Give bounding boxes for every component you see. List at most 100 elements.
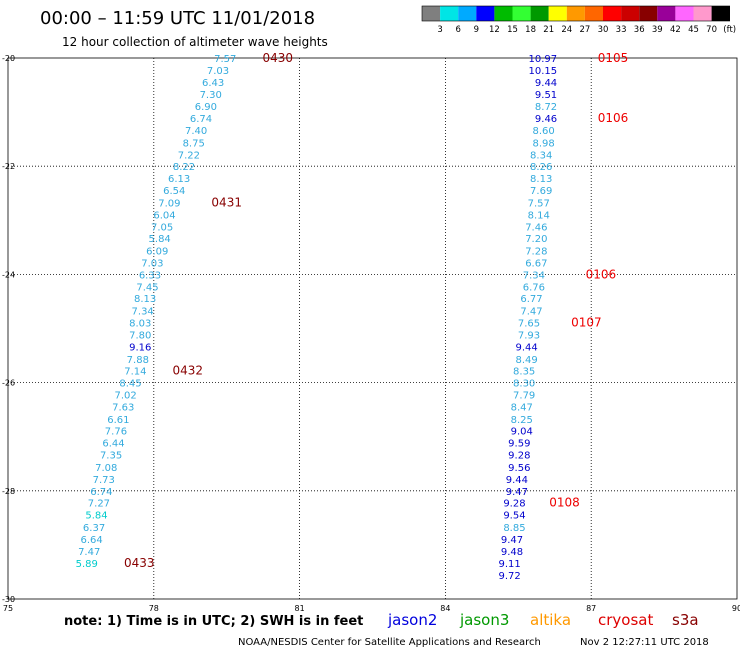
colorbar-swatch <box>440 6 459 21</box>
y-tick-label: -20 <box>2 54 15 63</box>
swh-value: 8.98 <box>532 138 554 149</box>
colorbar-swatch <box>711 6 730 21</box>
swh-value: 7.05 <box>151 222 173 233</box>
swh-value: 7.80 <box>129 330 151 341</box>
swh-value: 6.13 <box>168 174 190 185</box>
plot-grid <box>7 57 738 600</box>
colorbar-label: 9 <box>474 25 479 35</box>
colorbar-frame <box>421 5 731 22</box>
pass-time-label: 0108 <box>549 496 580 510</box>
colorbar-swatch <box>494 6 513 21</box>
swh-value: 9.04 <box>511 427 533 438</box>
swh-value: 9.47 <box>501 535 523 546</box>
swh-value: 6.61 <box>107 415 129 426</box>
colorbar-swatch <box>422 6 441 21</box>
colorbar-label: 3 <box>437 25 442 35</box>
colorbar-label: 42 <box>670 25 681 35</box>
colorbar-swatch <box>675 6 694 21</box>
swh-value: 7.27 <box>88 499 110 510</box>
swh-value: 6.90 <box>195 102 217 113</box>
swh-value: 7.03 <box>141 258 163 269</box>
x-tick-label: 84 <box>440 604 450 613</box>
swh-value: 9.44 <box>535 78 557 89</box>
swh-value: 6.04 <box>153 210 175 221</box>
swh-value: 8.75 <box>183 138 205 149</box>
pass-time-label: 0106 <box>586 267 617 281</box>
swh-value: 9.11 <box>498 559 520 570</box>
swh-value: 9.59 <box>508 439 530 450</box>
swh-value: 7.93 <box>518 330 540 341</box>
legend-entry: jason2 <box>387 611 437 629</box>
swh-value: 6.76 <box>523 282 545 293</box>
x-tick-label: 90 <box>732 604 740 613</box>
swh-value: 6.43 <box>202 78 224 89</box>
swh-value: 9.72 <box>498 571 520 582</box>
swh-value: 6.67 <box>525 258 547 269</box>
colorbar-label: 39 <box>652 25 663 35</box>
swh-value: 7.35 <box>100 451 122 462</box>
swh-value: 8.03 <box>129 319 151 330</box>
swh-value: 8.45 <box>119 379 141 390</box>
swh-value: 7.88 <box>127 355 149 366</box>
footer-timestamp: Nov 2 12:27:11 UTC 2018 <box>580 637 709 648</box>
swh-value: 7.34 <box>523 270 545 281</box>
pass-time-label: 0107 <box>571 316 602 330</box>
footer-note: note: 1) Time is in UTC; 2) SWH is in fe… <box>64 614 363 629</box>
swh-value: 7.22 <box>178 150 200 161</box>
swh-value: 8.25 <box>511 415 533 426</box>
colorbar-swatch <box>639 6 658 21</box>
swh-value: 6.54 <box>163 186 185 197</box>
swh-value: 6.09 <box>146 247 168 258</box>
chart-title: 00:00 – 11:59 UTC 11/01/2018 <box>40 8 315 29</box>
colorbar-swatch <box>584 6 603 21</box>
swh-value: 9.46 <box>535 114 557 125</box>
swh-value: 7.76 <box>105 427 127 438</box>
swh-value: 7.40 <box>185 126 207 137</box>
swh-value: 8.34 <box>530 150 552 161</box>
swh-value: 5.84 <box>149 234 171 245</box>
colorbar-swatch <box>693 6 712 21</box>
swh-value: 6.77 <box>520 294 542 305</box>
swh-value: 7.09 <box>158 198 180 209</box>
chart-subtitle: 12 hour collection of altimeter wave hei… <box>62 35 328 49</box>
colorbar-swatch <box>548 6 567 21</box>
swh-value: 7.34 <box>132 307 154 318</box>
colorbar: 3 6 9 12 15 18 21 24 27 30 33 36 39 42 45 70 (ft) <box>421 5 736 35</box>
swh-value: 6.64 <box>81 535 103 546</box>
swh-value: 8.22 <box>173 162 195 173</box>
swh-value: 7.46 <box>525 222 547 233</box>
swh-value: 6.44 <box>102 439 124 450</box>
satellite-legend: jason2 jason3 altika cryosat s3a <box>387 611 699 629</box>
swh-value: 8.85 <box>503 523 525 534</box>
colorbar-label: 30 <box>598 25 609 35</box>
colorbar-swatch <box>458 6 477 21</box>
swh-value: 8.72 <box>535 102 557 113</box>
legend-entry: altika <box>530 611 571 629</box>
swh-value: 9.56 <box>508 463 530 474</box>
swh-value: 9.48 <box>501 547 523 558</box>
x-tick-label: 78 <box>149 604 159 613</box>
colorbar-swatch <box>657 6 676 21</box>
swh-value: 5.84 <box>85 511 107 522</box>
y-tick-label: -22 <box>2 162 15 171</box>
swh-value: 6.74 <box>190 114 212 125</box>
footer-credit: NOAA/NESDIS Center for Satellite Applica… <box>238 637 541 648</box>
swh-value: 9.16 <box>129 342 151 353</box>
swh-value: 7.63 <box>112 402 134 413</box>
swh-value: 7.47 <box>78 547 100 558</box>
colorbar-label: (ft) <box>723 25 736 35</box>
colorbar-swatch <box>512 6 531 21</box>
legend-entry: cryosat <box>598 611 653 629</box>
colorbar-swatch <box>530 6 549 21</box>
swh-value: 9.44 <box>515 342 537 353</box>
colorbar-label: 6 <box>455 25 460 35</box>
plot-frame <box>7 57 738 600</box>
swh-value: 6.37 <box>83 523 105 534</box>
y-tick-label: -26 <box>2 379 15 388</box>
x-tick-label: 87 <box>586 604 596 613</box>
swh-value: 7.65 <box>518 319 540 330</box>
colorbar-label: 70 <box>706 25 717 35</box>
swh-value: 9.28 <box>503 499 525 510</box>
swh-value: 7.30 <box>200 90 222 101</box>
